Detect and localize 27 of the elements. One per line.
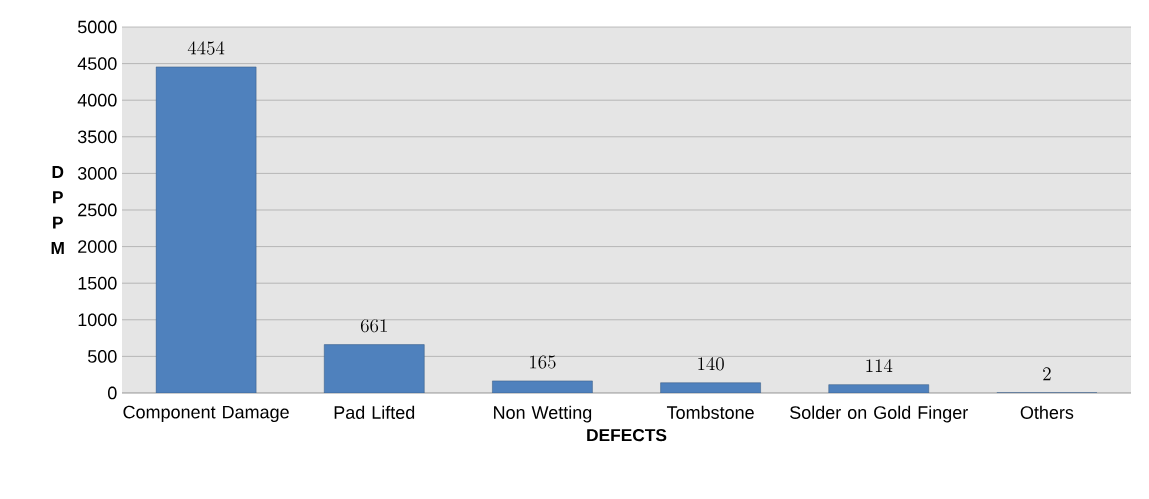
data-label: 140: [698, 357, 724, 371]
x-tick-label: Non Wetting: [494, 405, 592, 423]
x-tick-label: Others: [1020, 405, 1074, 419]
data-label: 661: [360, 319, 387, 333]
y-axis-title: D P P M: [51, 166, 64, 254]
y-tick-label: 5000: [77, 20, 117, 34]
y-tick-label: 4500: [77, 57, 117, 70]
bar: [323, 344, 425, 393]
data-label: 114: [866, 358, 893, 372]
y-tick-label: 3000: [77, 167, 117, 180]
y-tick-label: 1000: [78, 313, 117, 327]
y-tick-label: 4000: [77, 93, 117, 107]
x-tick-label: Solder on Gold Finger: [790, 405, 968, 423]
x-tick-label: Tombstone: [666, 405, 754, 419]
data-label: 4454: [187, 41, 225, 55]
y-tick-label: 2500: [78, 203, 117, 217]
x-axis-title: DEFECTS: [587, 428, 667, 442]
data-label: 2: [1043, 367, 1051, 381]
y-tick-label: 2000: [78, 240, 117, 253]
x-tick-label: Component Damage: [123, 405, 289, 423]
y-tick-label: 0: [108, 386, 117, 400]
y-tick-label: 1500: [78, 276, 117, 290]
data-label: 165: [530, 355, 556, 369]
x-tick-label: Pad Lifted: [334, 405, 415, 419]
y-tick-label: 3500: [77, 130, 117, 144]
bar: [156, 66, 257, 393]
y-tick-label: 500: [87, 350, 117, 363]
